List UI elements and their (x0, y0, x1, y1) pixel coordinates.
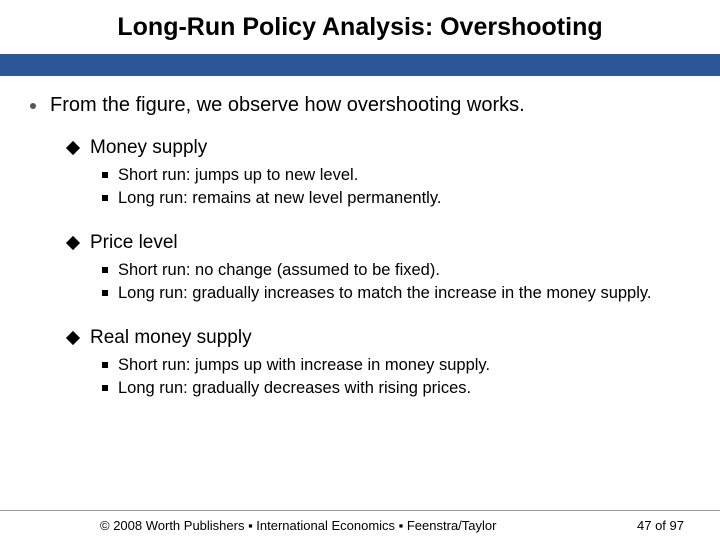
section-price-level: Price level Short run: no change (assume… (68, 232, 690, 305)
accent-band (0, 54, 720, 76)
section-title: Real money supply (90, 327, 252, 349)
section-head: Price level (68, 232, 690, 254)
list-item: Short run: jumps up to new level. (102, 165, 690, 186)
list-item: Short run: no change (assumed to be fixe… (102, 260, 690, 281)
list-item: Long run: remains at new level permanent… (102, 188, 690, 209)
section-money-supply: Money supply Short run: jumps up to new … (68, 137, 690, 210)
page-indicator: 47 of 97 (637, 518, 684, 533)
diamond-bullet-icon (66, 236, 80, 250)
sub-item-text: Short run: jumps up with increase in mon… (118, 355, 490, 376)
section-title: Money supply (90, 137, 207, 159)
square-bullet-icon (102, 385, 108, 391)
sub-item-text: Short run: jumps up to new level. (118, 165, 358, 186)
section-title: Price level (90, 232, 178, 254)
diamond-bullet-icon (66, 141, 80, 155)
sub-item-text: Short run: no change (assumed to be fixe… (118, 260, 440, 281)
sub-item-text: Long run: remains at new level permanent… (118, 188, 441, 209)
square-bullet-icon (102, 195, 108, 201)
intro-bullet: From the figure, we observe how overshoo… (30, 94, 690, 117)
content-area: From the figure, we observe how overshoo… (0, 76, 720, 400)
section-head: Money supply (68, 137, 690, 159)
intro-text: From the figure, we observe how overshoo… (50, 94, 525, 117)
list-item: Short run: jumps up with increase in mon… (102, 355, 690, 376)
section-head: Real money supply (68, 327, 690, 349)
copyright-text: © 2008 Worth Publishers ▪ International … (100, 518, 496, 533)
section-real-money-supply: Real money supply Short run: jumps up wi… (68, 327, 690, 400)
sub-item-text: Long run: gradually decreases with risin… (118, 378, 471, 399)
square-bullet-icon (102, 267, 108, 273)
footer: © 2008 Worth Publishers ▪ International … (0, 510, 720, 540)
page-title: Long-Run Policy Analysis: Overshooting (117, 13, 602, 42)
title-band: Long-Run Policy Analysis: Overshooting (0, 0, 720, 54)
diamond-bullet-icon (66, 331, 80, 345)
square-bullet-icon (102, 290, 108, 296)
square-bullet-icon (102, 362, 108, 368)
square-bullet-icon (102, 172, 108, 178)
sub-item-text: Long run: gradually increases to match t… (118, 283, 652, 304)
bullet-dot-icon (30, 103, 36, 109)
list-item: Long run: gradually increases to match t… (102, 283, 690, 304)
list-item: Long run: gradually decreases with risin… (102, 378, 690, 399)
